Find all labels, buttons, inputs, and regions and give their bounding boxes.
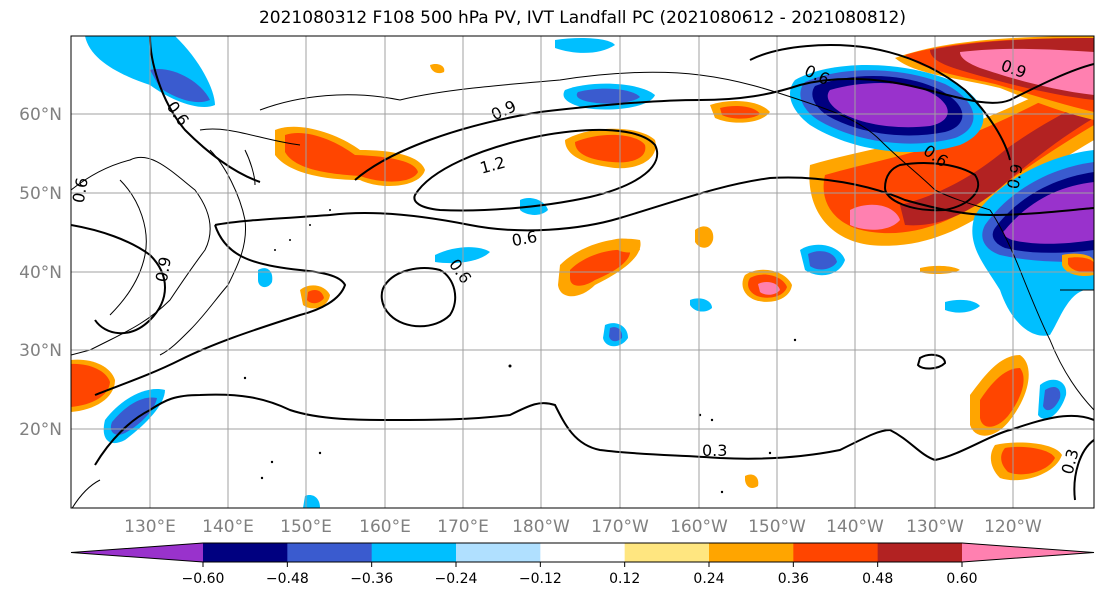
colorbar-segments [71, 543, 1094, 562]
colorbar-label: −0.24 [435, 571, 478, 587]
lon-tick-label: 150°W [748, 517, 806, 537]
colorbar-segment [877, 543, 963, 562]
lon-tick-label: 170°W [591, 517, 649, 537]
lon-tick-label: 180°W [512, 517, 570, 537]
colorbar-segment [287, 543, 373, 562]
lon-tick-label: 160°W [670, 517, 728, 537]
lat-tick-label: 50°N [19, 184, 62, 204]
lon-tick-label: 140°W [826, 517, 884, 537]
lon-tick-label: 150°E [280, 517, 332, 537]
colorbar-segment [962, 543, 1094, 562]
contour-label: 0.6 [510, 227, 538, 250]
colorbar-label: −0.48 [266, 571, 309, 587]
islands [243, 209, 797, 494]
graticule [71, 36, 1094, 508]
lon-tick-label: 140°E [202, 517, 254, 537]
colorbar-segment [203, 543, 288, 562]
colorbar-segment [793, 543, 879, 562]
lon-tick-label: 160°E [359, 517, 411, 537]
map-frame [70, 35, 1095, 509]
lon-tick-label: 130°E [124, 517, 176, 537]
colorbar-label: −0.36 [350, 571, 393, 587]
lat-tick-label: 40°N [19, 263, 62, 283]
page-title: 2021080312 F108 500 hPa PV, IVT Landfall… [258, 8, 906, 28]
colorbar-segment [540, 543, 626, 562]
colorbar-segment [456, 543, 541, 562]
colorbar-label: 0.48 [862, 571, 893, 587]
lat-tick-label: 60°N [19, 105, 62, 125]
lat-labels: 60°N 50°N 40°N 30°N 20°N [19, 105, 62, 440]
contour-label: 0.9 [152, 255, 175, 283]
colorbar-label: 0.12 [609, 571, 640, 587]
colorbar-label: 0.24 [693, 571, 724, 587]
lat-tick-label: 30°N [19, 341, 62, 361]
pv-shading [71, 36, 1094, 508]
colorbar: −0.60 −0.48 −0.36 −0.24 −0.12 0.12 0.24 0.36 0.4… [70, 542, 1095, 587]
colorbar-segment [624, 543, 710, 562]
colorbar-label: 0.60 [946, 571, 977, 587]
colorbar-label: 0.36 [778, 571, 809, 587]
lon-tick-label: 170°E [437, 517, 489, 537]
colorbar-segment [71, 543, 203, 562]
colorbar-segment [371, 543, 457, 562]
colorbar-ticks [202, 562, 963, 567]
lon-tick-label: 120°W [984, 517, 1042, 537]
lon-tick-label: 130°W [906, 517, 964, 537]
colorbar-segment [709, 543, 794, 562]
colorbar-label: −0.60 [182, 571, 225, 587]
contour-label: 0.9 [1003, 162, 1026, 190]
contour-label: 0.3 [702, 441, 727, 460]
lon-labels: 130°E 140°E 150°E 160°E 170°E 180°W 170°… [124, 517, 1042, 537]
pv-contours [71, 36, 1094, 501]
colorbar-label: −0.12 [519, 571, 562, 587]
contour-label: 0.6 [69, 176, 92, 204]
colorbar-labels: −0.60 −0.48 −0.36 −0.24 −0.12 0.12 0.24 0.36 0.4… [182, 571, 978, 587]
lat-tick-label: 20°N [19, 420, 62, 440]
